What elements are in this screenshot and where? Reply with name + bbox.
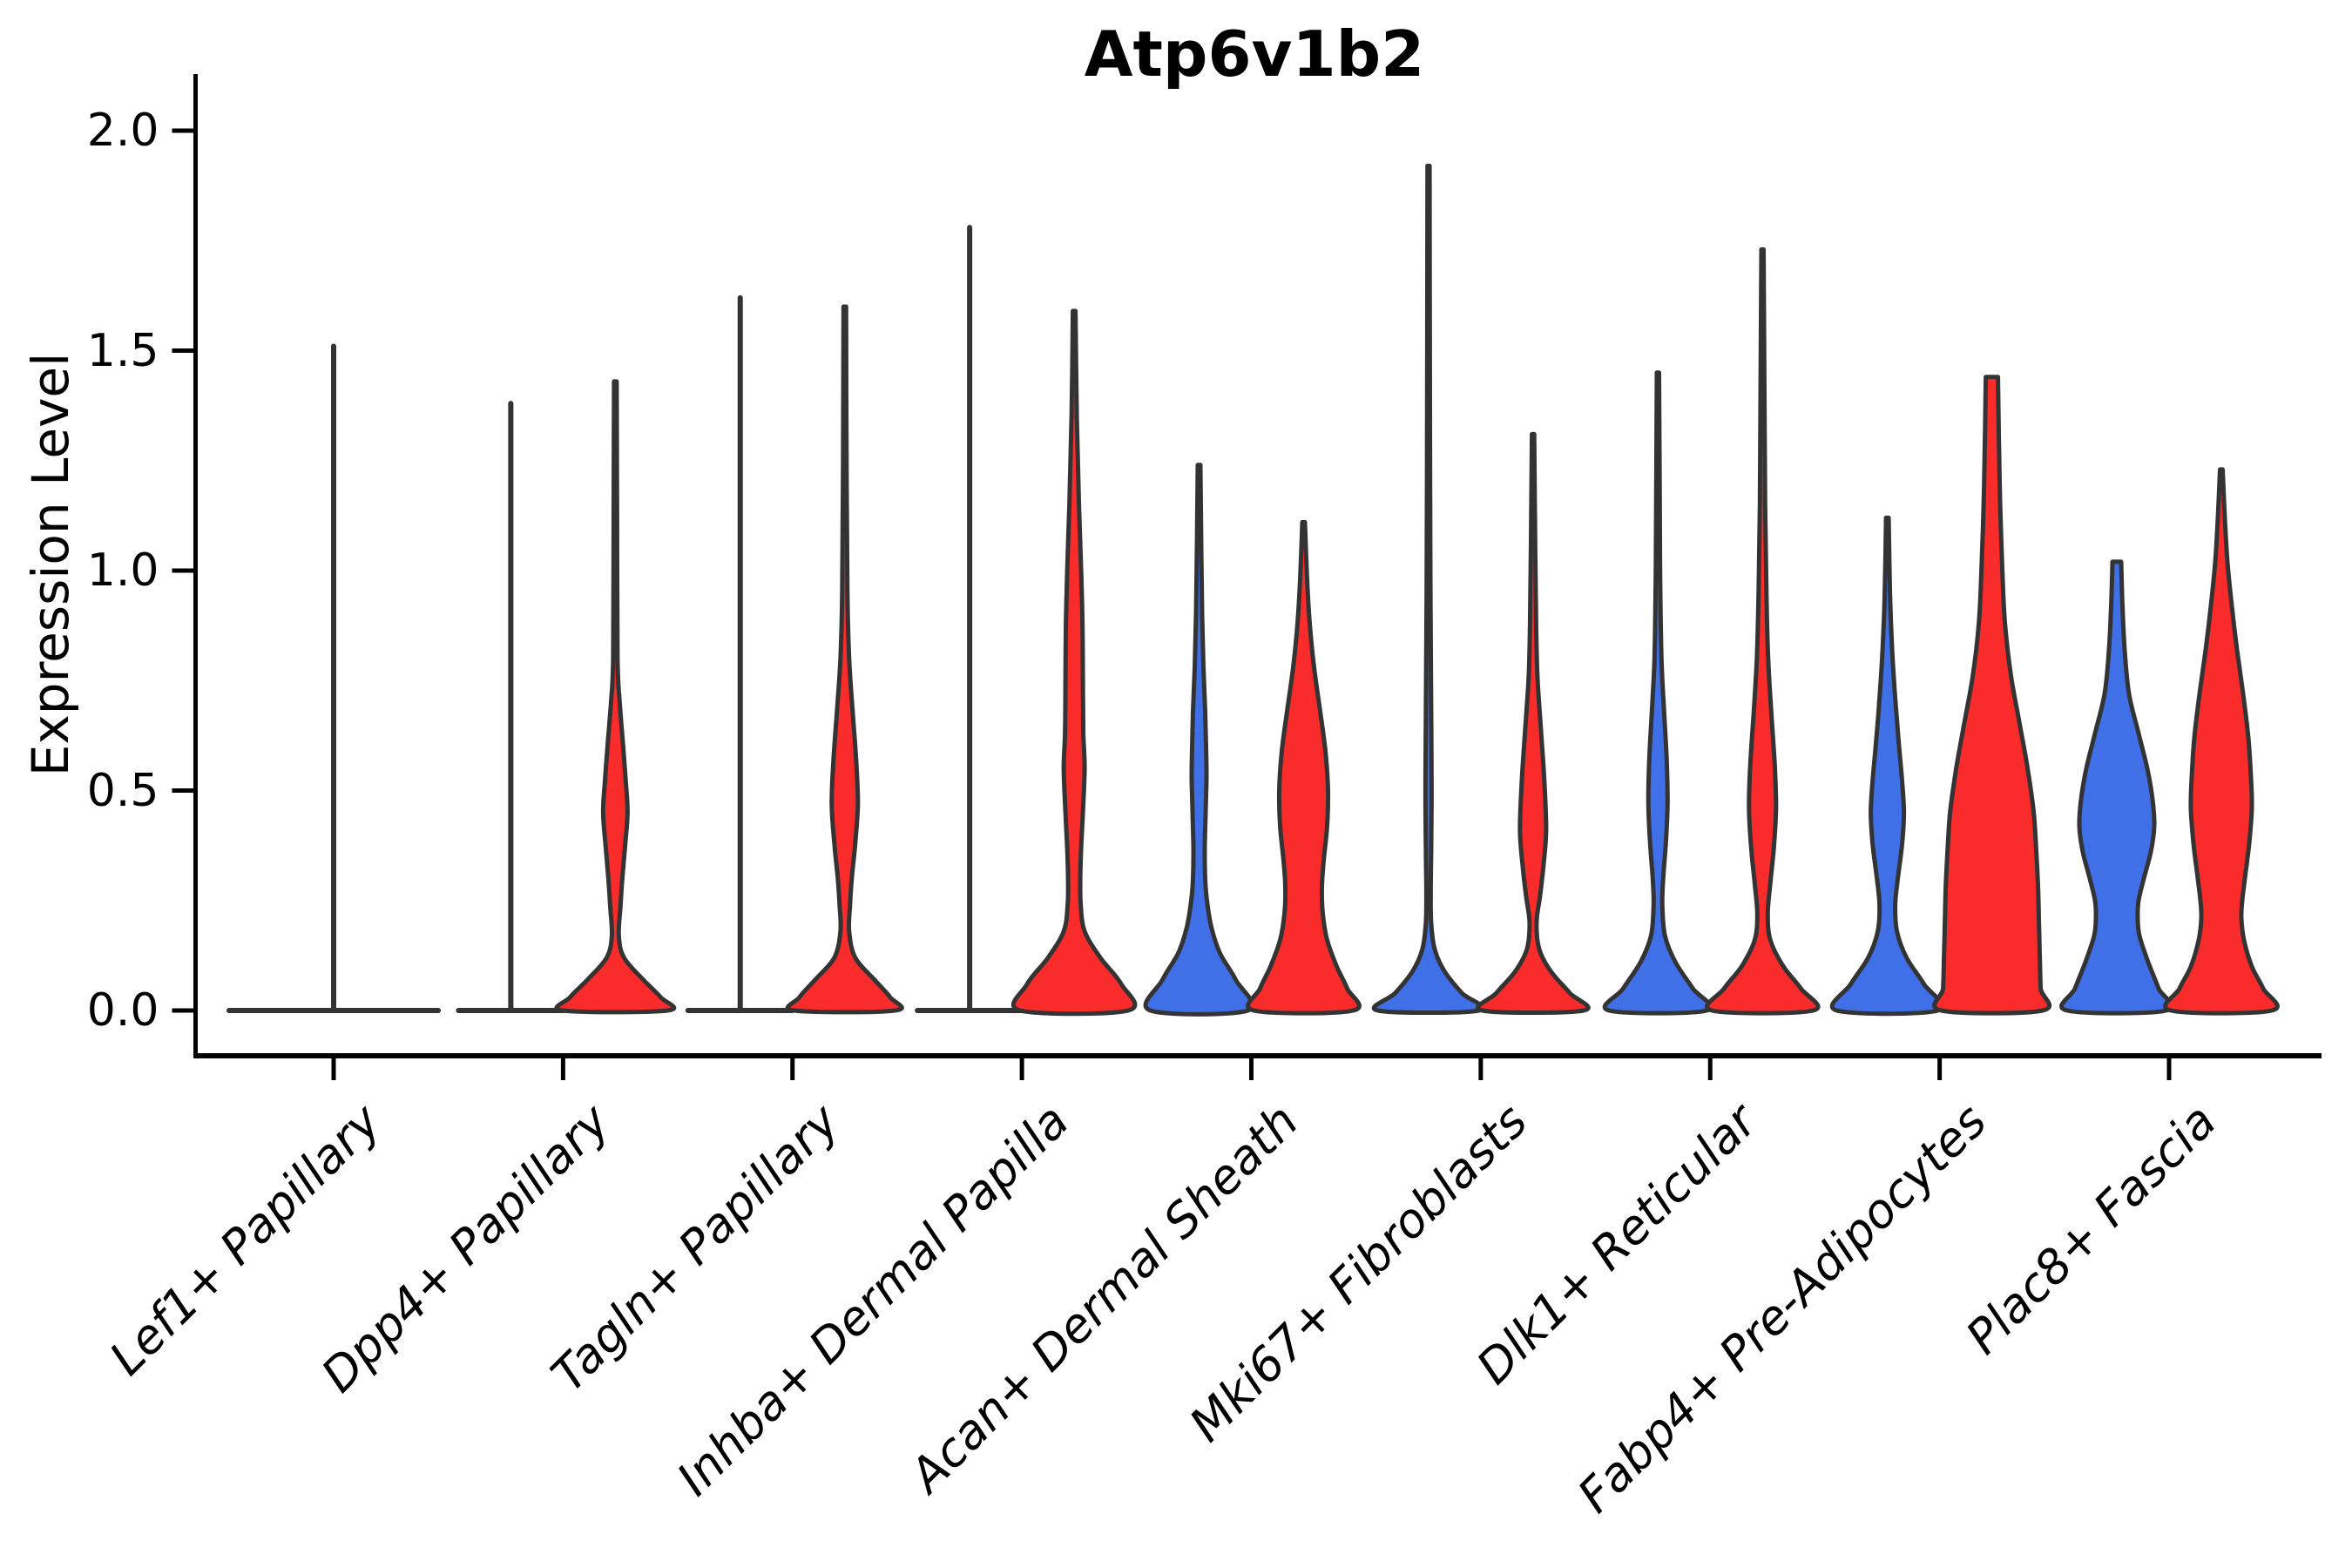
y-tick-label: 0.0	[86, 984, 159, 1037]
y-tick-label: 1.0	[86, 544, 159, 597]
violin-mki67-blue	[1371, 163, 1485, 1016]
violin-dlk1-red	[1705, 247, 1821, 1016]
violin-plac8-red	[2163, 467, 2280, 1016]
violin-fabp4-blue	[1829, 515, 1945, 1017]
violin-dlk1-blue	[1602, 370, 1713, 1016]
y-tick-label: 1.5	[86, 324, 159, 377]
violin-dpp4-red	[554, 379, 677, 1015]
violin-acan-red	[1246, 519, 1362, 1016]
violin-plac8-blue	[2059, 559, 2174, 1016]
violin-fabp4-red	[1932, 375, 2051, 1016]
chart-title: Atp6v1b2	[1084, 17, 1425, 91]
violin-mki67-red	[1475, 431, 1591, 1016]
violin-tagln-red	[785, 304, 904, 1015]
violin-acan-blue	[1143, 463, 1255, 1017]
violin-inhba-red	[1010, 308, 1138, 1017]
y-tick-label: 0.5	[86, 764, 159, 817]
y-tick-label: 2.0	[86, 105, 159, 157]
